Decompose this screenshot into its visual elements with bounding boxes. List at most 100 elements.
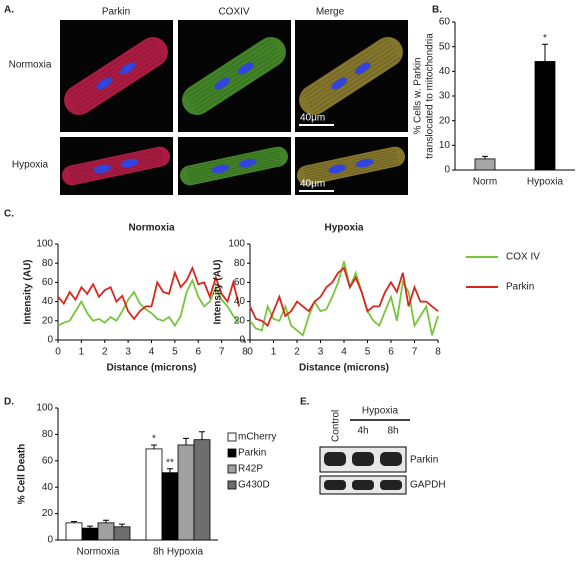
striation — [68, 41, 155, 98]
y-axis-label: Intensity (AU) — [213, 260, 224, 325]
panel-label: B. — [432, 5, 442, 16]
blot-label: 4h — [357, 426, 368, 437]
error-bar — [199, 431, 205, 440]
error-bar — [183, 437, 189, 445]
x-tick-label: 2 — [294, 347, 300, 358]
nucleus — [93, 164, 112, 174]
x-tick-label: 8 — [435, 347, 441, 358]
legend-label: Parkin — [506, 282, 534, 293]
blot-label: Hypoxia — [362, 406, 399, 417]
legend-swatch — [227, 464, 237, 474]
legend-label: COX IV — [506, 252, 540, 263]
error-bar — [71, 521, 77, 523]
striation — [303, 41, 390, 98]
striation — [187, 153, 280, 174]
y-tick-label: 0 — [239, 335, 245, 346]
bar — [177, 444, 195, 541]
striation — [312, 54, 399, 111]
bar — [534, 61, 556, 171]
y-tick-label: 0 — [47, 535, 53, 546]
striation — [69, 155, 163, 177]
nucleus — [237, 62, 254, 75]
scale-bar-label: 40μm — [300, 179, 325, 190]
x-tick-label: Norm — [473, 177, 497, 188]
y-tick-label: 60 — [42, 455, 54, 466]
striation — [188, 158, 281, 179]
micrographs — [60, 20, 408, 195]
x-axis-label: Distance (microns) — [299, 363, 389, 374]
striation — [184, 38, 271, 95]
panel-label: A. — [4, 5, 14, 16]
row-label: Normoxia — [9, 60, 52, 71]
striation — [303, 148, 396, 169]
y-tick-label: 40 — [42, 482, 54, 493]
y-axis-label: Intensity (AU) — [23, 260, 34, 325]
y-axis-label: translocated to mitochondria — [425, 33, 436, 159]
x-tick-label: 8h Hypoxia — [153, 547, 203, 558]
striation — [306, 163, 399, 184]
x-tick-label: Normoxia — [77, 547, 120, 558]
line-series — [249, 261, 439, 337]
line-series — [249, 266, 439, 328]
y-tick-label: 30 — [439, 91, 451, 102]
bar — [113, 526, 131, 541]
y-axis-label: % Cells w. Parkin — [413, 57, 424, 134]
striation — [73, 47, 159, 105]
striation — [305, 158, 398, 179]
striation — [68, 148, 161, 169]
nucleus — [211, 164, 230, 174]
striation — [304, 153, 397, 174]
y-tick-label: 80 — [42, 258, 54, 269]
y-tick-label: 20 — [42, 508, 54, 519]
striation — [77, 54, 164, 111]
striation — [308, 47, 394, 105]
bar — [474, 158, 496, 171]
legend-swatch — [227, 480, 237, 490]
y-tick-label: 60 — [439, 17, 451, 28]
x-axis-label: Distance (microns) — [106, 363, 196, 374]
blot-bands — [324, 452, 402, 490]
striation — [189, 160, 282, 181]
striation — [71, 44, 157, 101]
y-tick-label: 0 — [444, 165, 450, 176]
striation — [303, 151, 396, 172]
nucleus — [331, 77, 348, 90]
y-tick-label: 60 — [42, 277, 54, 288]
error-bar — [151, 444, 157, 449]
y-tick-label: 60 — [234, 277, 246, 288]
y-tick-label: 100 — [36, 239, 53, 250]
panel-label: E. — [300, 397, 310, 408]
striation — [187, 155, 281, 177]
y-tick-label: 40 — [42, 296, 54, 307]
bar — [161, 472, 179, 541]
legend-label: R42P — [238, 464, 263, 475]
x-tick-label: 5 — [365, 347, 371, 358]
x-tick-label: 6 — [388, 347, 394, 358]
cell — [61, 146, 171, 186]
bar — [65, 522, 83, 541]
column-label: COXIV — [218, 7, 249, 18]
annotation: * — [152, 434, 156, 445]
legend-label: Parkin — [238, 448, 266, 459]
annotation: * — [543, 33, 547, 44]
x-tick-label: 1 — [271, 347, 277, 358]
x-tick-label: 1 — [79, 347, 85, 358]
striation — [310, 51, 396, 108]
panel-label: D. — [4, 397, 14, 408]
error-bar — [87, 525, 93, 529]
cell — [182, 37, 286, 115]
bar — [193, 439, 211, 541]
x-tick-label: 4 — [149, 347, 155, 358]
error-bar — [119, 523, 125, 527]
legend-swatch — [227, 432, 237, 442]
striation — [71, 163, 164, 184]
striation — [304, 155, 398, 177]
y-tick-label: 20 — [234, 315, 246, 326]
chart-title: Normoxia — [128, 223, 175, 234]
x-tick-label: 2 — [102, 347, 108, 358]
panel-label: C. — [4, 209, 14, 220]
x-tick-label: 0 — [247, 347, 253, 358]
legend-swatch — [227, 448, 237, 458]
legend-label: G430D — [238, 480, 270, 491]
line-series — [57, 265, 241, 321]
